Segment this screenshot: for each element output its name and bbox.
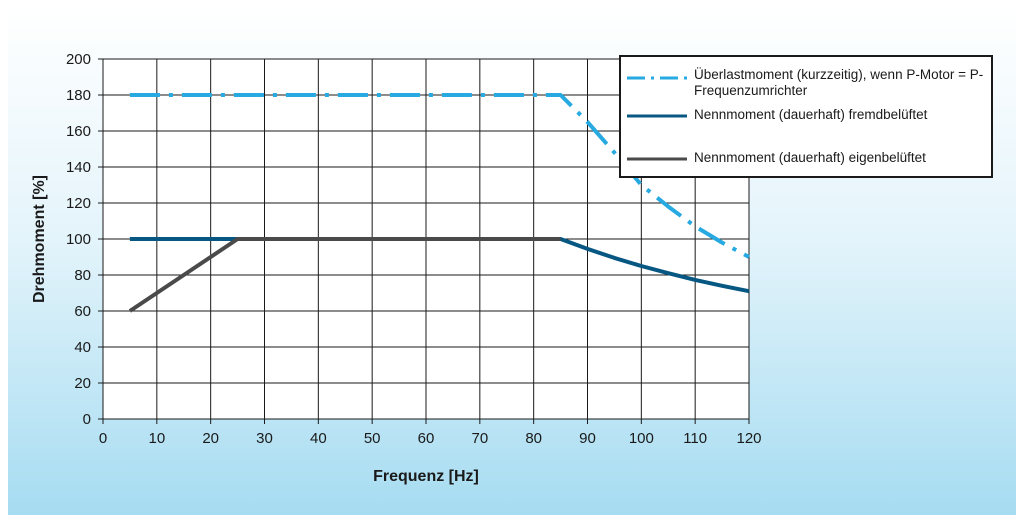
series-line-forced-cooling [129, 237, 750, 294]
y-tick-label: 180 [66, 87, 91, 104]
legend: Überlastmoment (kurzzeitig), wenn P-Moto… [619, 55, 993, 178]
legend-label: Nennmoment (dauerhaft) eigenbelüftet [694, 150, 926, 165]
x-tick-label: 40 [310, 430, 327, 447]
series-lines [128, 93, 750, 313]
legend-swatch-solid-dark-blue [627, 114, 687, 118]
legend-swatch-solid-grey [627, 157, 687, 161]
chart-frame: 0 10 20 30 40 50 60 70 80 90 100 110 120 0 20 40 60 80 100… [8, 8, 1016, 515]
series-line-self-cooling [128, 237, 561, 313]
y-tick-label: 60 [74, 303, 91, 320]
x-tick-label: 70 [471, 430, 488, 447]
y-tick-label: 160 [66, 123, 91, 140]
x-tick-label: 120 [736, 430, 761, 447]
x-tick-label: 30 [256, 430, 273, 447]
x-tick-label: 110 [683, 430, 707, 447]
legend-swatch-dashdot [627, 76, 687, 80]
x-tick-label: 60 [418, 430, 435, 447]
y-tick-label: 100 [66, 231, 91, 248]
y-tick-label: 80 [74, 267, 91, 284]
x-tick-label: 50 [364, 430, 381, 447]
x-tick-label: 80 [525, 430, 542, 447]
x-tick-label: 20 [202, 430, 219, 447]
y-tick-label: 120 [66, 195, 91, 212]
y-tick-label: 200 [66, 51, 91, 68]
series-line-overload [129, 93, 750, 259]
y-tick-label: 140 [66, 159, 91, 176]
x-axis-title: Frequenz [Hz] [373, 468, 479, 485]
tick-labels: 0 10 20 30 40 50 60 70 80 90 100 110 120 0 20 40 60 80 100… [66, 51, 762, 447]
y-axis-title: Drehmoment [%] [31, 175, 48, 303]
x-tick-label: 90 [579, 430, 596, 447]
y-tick-label: 0 [83, 411, 91, 428]
legend-label: Überlastmoment (kurzzeitig), wenn P-Moto… [694, 67, 984, 98]
x-tick-label: 0 [99, 430, 107, 447]
y-tick-label: 40 [74, 339, 91, 356]
x-tick-label: 10 [148, 430, 165, 447]
x-tick-label: 100 [629, 430, 654, 447]
y-tick-label: 20 [74, 375, 91, 392]
legend-label: Nennmoment (dauerhaft) fremdbelüftet [694, 107, 928, 122]
